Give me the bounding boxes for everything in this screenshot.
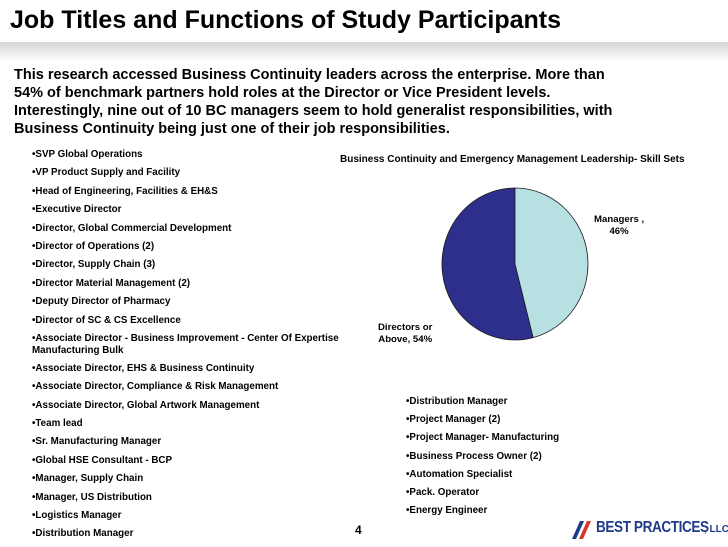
list-item: •Director, Supply Chain (3) [32,259,156,271]
chart-title: Business Continuity and Emergency Manage… [340,154,685,165]
list-item: •Business Process Owner (2) [406,450,542,462]
list-item: •Team lead [32,418,83,430]
pie-label-directors-value: Above, 54% [378,334,433,345]
list-item: •Pack. Operator [406,486,480,498]
list-item: •Distribution Manager [32,528,134,540]
list-item: •Associate Director, Compliance & Risk M… [32,381,279,393]
pie-slice-directors [441,187,534,341]
list-item: •Associate Director - Business Improveme… [32,332,339,356]
pie-label-managers: Managers , 46% [594,214,644,238]
pie-label-directors-name: Directors or [378,322,433,333]
list-item: •Deputy Director of Pharmacy [32,296,171,308]
list-item: •Director of Operations (2) [32,240,155,252]
intro-line-3: Interestingly, nine out of 10 BC manager… [14,103,613,119]
pie-label-directors: Directors or Above, 54% [378,322,432,346]
intro-line-1: This research accessed Business Continui… [14,67,605,83]
list-item: •Automation Specialist [406,468,513,480]
list-item: •Head of Engineering, Facilities & EH&S [32,185,218,197]
best-practices-logo: BEST PRACTICES , LLC [570,515,728,543]
list-item: •Global HSE Consultant - BCP [32,454,173,466]
logo-mark-icon [572,521,591,539]
list-item: •Energy Engineer [406,505,488,517]
list-item: •Manager, US Distribution [32,491,152,503]
list-item: •Director, Global Commercial Development [32,222,232,234]
list-item: •Project Manager- Manufacturing [406,432,560,444]
director-titles-list: •SVP Global Operations •VP Product Suppl… [32,149,367,547]
page-title: Job Titles and Functions of Study Partic… [10,6,561,34]
list-item: •SVP Global Operations [32,149,143,160]
list-item: •VP Product Supply and Facility [32,167,181,179]
pie-slice-managers [514,187,589,339]
list-item: •Logistics Manager [32,510,122,522]
page-number: 4 [355,523,362,537]
pie-label-managers-value: 46% [609,226,629,237]
list-item: •Distribution Manager [406,396,508,407]
list-item: •Director of SC & CS Excellence [32,314,181,326]
list-item: •Associate Director, EHS & Business Cont… [32,362,255,374]
logo-text: BEST PRACTICES [596,519,709,536]
list-item: •Executive Director [32,204,122,216]
manager-titles-list: •Distribution Manager •Project Manager (… [406,396,606,523]
intro-paragraph: This research accessed Business Continui… [14,66,714,138]
skill-sets-pie-chart [441,187,589,341]
list-item: •Sr. Manufacturing Manager [32,436,162,448]
logo-suffix: , LLC [704,524,728,535]
list-item: •Director Material Management (2) [32,277,191,289]
list-item: •Associate Director, Global Artwork Mana… [32,399,260,411]
pie-label-managers-name: Managers , [594,214,645,225]
intro-line-4: Business Continuity being just one of th… [14,121,450,137]
title-underline-bar [0,42,728,62]
intro-line-2: 54% of benchmark partners hold roles at … [14,85,551,101]
list-item: •Manager, Supply Chain [32,473,144,485]
list-item: •Project Manager (2) [406,414,501,426]
